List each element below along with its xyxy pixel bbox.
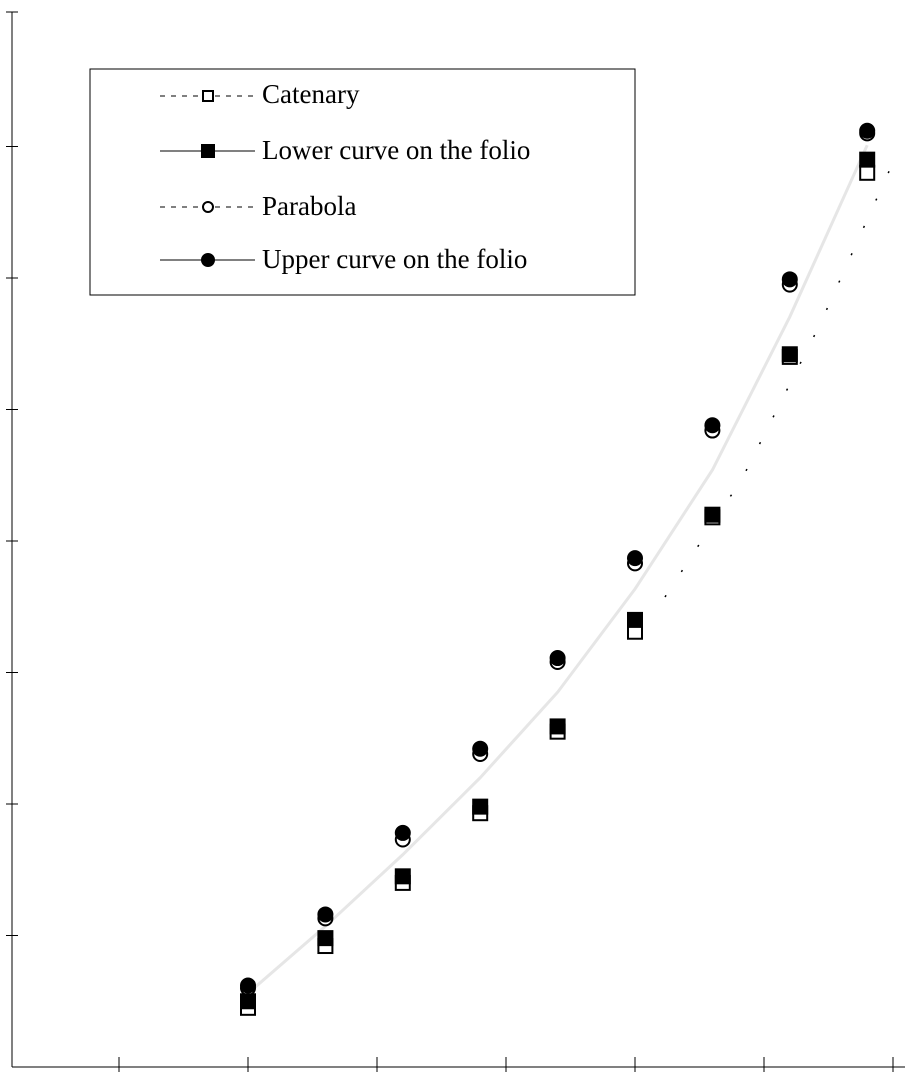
point-lower-curve-on-the-folio: [627, 611, 643, 628]
point-lower-curve-on-the-folio: [781, 346, 798, 363]
point-lower-curve-on-the-folio: [859, 151, 876, 168]
point-lower-curve-on-the-folio: [240, 993, 256, 1010]
point-upper-curve-on-the-folio: [317, 906, 334, 923]
point-upper-curve-on-the-folio: [549, 650, 566, 667]
plot-area: [240, 122, 898, 1016]
series-dash-line: [664, 152, 898, 598]
point-lower-curve-on-the-folio: [704, 506, 721, 523]
point-lower-curve-on-the-folio: [317, 930, 334, 947]
point-lower-curve-on-the-folio: [549, 718, 566, 735]
point-lower-curve-on-the-folio: [472, 798, 489, 815]
point-upper-curve-on-the-folio: [472, 740, 489, 757]
point-catenary: [859, 164, 876, 181]
point-upper-curve-on-the-folio: [627, 550, 643, 567]
legend-marker-parabola: [202, 201, 214, 213]
legend-marker-lower-curve-on-the-folio: [201, 144, 215, 158]
legend-marker-upper-curve-on-the-folio: [201, 253, 215, 267]
point-lower-curve-on-the-folio: [394, 868, 411, 885]
point-upper-curve-on-the-folio: [859, 122, 876, 139]
legend-label-catenary: Catenary: [262, 79, 360, 109]
legend-label-lower-curve: Lower curve on the folio: [262, 135, 530, 165]
legend-label-parabola: Parabola: [262, 191, 356, 221]
point-upper-curve-on-the-folio: [394, 824, 411, 841]
point-upper-curve-on-the-folio: [704, 417, 721, 434]
series-guide-line: [247, 144, 869, 995]
legend-marker-catenary: [202, 90, 214, 102]
legend-box: [89, 68, 636, 296]
axes: [6, 11, 905, 1072]
legend-label-upper-curve: Upper curve on the folio: [262, 244, 527, 274]
point-upper-curve-on-the-folio: [781, 271, 798, 288]
legend: Catenary Lower curve on the folio Parabo…: [89, 68, 636, 296]
point-upper-curve-on-the-folio: [240, 977, 256, 994]
